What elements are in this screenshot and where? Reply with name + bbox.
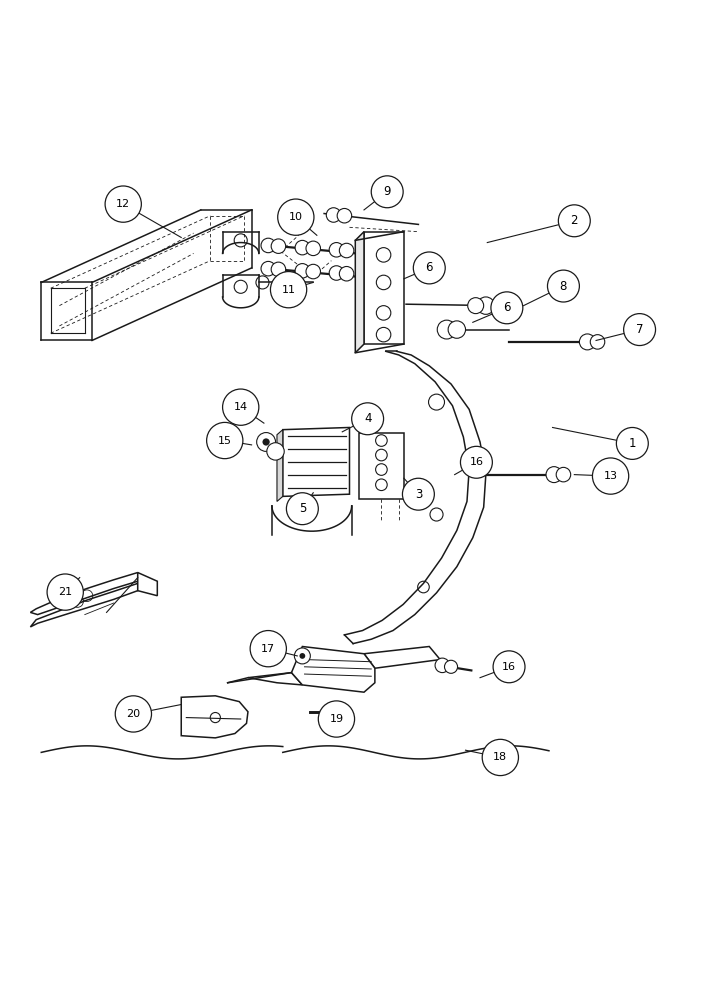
- Text: 14: 14: [234, 402, 248, 412]
- Circle shape: [294, 648, 310, 664]
- Text: 1: 1: [628, 437, 636, 450]
- Circle shape: [579, 334, 596, 350]
- Circle shape: [318, 701, 355, 737]
- Polygon shape: [282, 427, 349, 496]
- Text: 10: 10: [289, 212, 303, 222]
- Circle shape: [590, 335, 605, 349]
- Circle shape: [558, 205, 590, 237]
- Circle shape: [352, 403, 384, 435]
- Circle shape: [306, 264, 320, 279]
- Text: 9: 9: [384, 185, 391, 198]
- Circle shape: [435, 658, 450, 673]
- Circle shape: [326, 208, 341, 222]
- Circle shape: [286, 493, 318, 525]
- Circle shape: [477, 297, 494, 314]
- Circle shape: [295, 264, 309, 278]
- Text: 16: 16: [502, 662, 516, 672]
- Text: 8: 8: [560, 280, 567, 293]
- Circle shape: [337, 208, 352, 223]
- Polygon shape: [138, 573, 157, 596]
- Circle shape: [267, 443, 284, 460]
- Polygon shape: [364, 646, 440, 668]
- Circle shape: [47, 574, 83, 610]
- Circle shape: [467, 298, 483, 314]
- Polygon shape: [355, 232, 364, 353]
- Circle shape: [438, 320, 456, 339]
- Text: 6: 6: [503, 301, 510, 314]
- Circle shape: [403, 478, 435, 510]
- Circle shape: [547, 270, 579, 302]
- Circle shape: [339, 266, 354, 281]
- Polygon shape: [31, 573, 138, 615]
- Circle shape: [299, 653, 305, 659]
- Text: 7: 7: [636, 323, 644, 336]
- Circle shape: [223, 389, 259, 425]
- Circle shape: [257, 433, 275, 451]
- Polygon shape: [248, 673, 302, 685]
- Circle shape: [482, 739, 518, 776]
- Polygon shape: [291, 646, 375, 692]
- Circle shape: [270, 272, 306, 308]
- Circle shape: [593, 458, 629, 494]
- Circle shape: [207, 422, 243, 459]
- Polygon shape: [31, 581, 138, 627]
- Circle shape: [271, 262, 285, 277]
- Polygon shape: [359, 433, 404, 499]
- Circle shape: [306, 241, 320, 256]
- Text: 21: 21: [58, 587, 72, 597]
- Circle shape: [556, 467, 571, 482]
- Text: 12: 12: [116, 199, 130, 209]
- Circle shape: [329, 243, 344, 257]
- Text: 16: 16: [470, 457, 483, 467]
- Text: 18: 18: [494, 752, 507, 762]
- Text: 17: 17: [261, 644, 275, 654]
- Circle shape: [261, 261, 275, 276]
- Circle shape: [448, 321, 465, 338]
- Circle shape: [261, 238, 275, 253]
- Text: 5: 5: [298, 502, 306, 515]
- Circle shape: [271, 239, 285, 253]
- Circle shape: [445, 660, 458, 673]
- Circle shape: [546, 467, 562, 483]
- Circle shape: [329, 266, 344, 280]
- Circle shape: [115, 696, 151, 732]
- Circle shape: [250, 631, 286, 667]
- Text: 15: 15: [218, 436, 232, 446]
- Text: 20: 20: [127, 709, 141, 719]
- Circle shape: [339, 243, 354, 258]
- Circle shape: [460, 446, 492, 478]
- Text: 3: 3: [415, 488, 422, 501]
- Circle shape: [624, 314, 655, 346]
- Text: 13: 13: [604, 471, 617, 481]
- Text: 4: 4: [364, 412, 371, 425]
- Circle shape: [371, 176, 403, 208]
- Text: 19: 19: [329, 714, 344, 724]
- Polygon shape: [277, 430, 282, 501]
- Circle shape: [295, 240, 309, 255]
- Text: 2: 2: [571, 214, 578, 227]
- Circle shape: [277, 199, 314, 235]
- Circle shape: [617, 427, 649, 459]
- Circle shape: [263, 438, 269, 446]
- Polygon shape: [364, 232, 404, 344]
- Circle shape: [105, 186, 141, 222]
- Polygon shape: [181, 696, 248, 738]
- Circle shape: [491, 292, 523, 324]
- Text: 6: 6: [426, 261, 433, 274]
- Circle shape: [493, 651, 525, 683]
- Circle shape: [414, 252, 446, 284]
- Text: 11: 11: [282, 285, 296, 295]
